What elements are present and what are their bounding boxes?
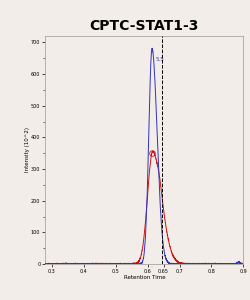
Text: 5.5: 5.5: [152, 51, 164, 62]
X-axis label: Retention Time: Retention Time: [123, 275, 164, 280]
Y-axis label: Intensity (10^2): Intensity (10^2): [24, 128, 29, 172]
Title: CPTC-STAT1-3: CPTC-STAT1-3: [89, 20, 198, 33]
